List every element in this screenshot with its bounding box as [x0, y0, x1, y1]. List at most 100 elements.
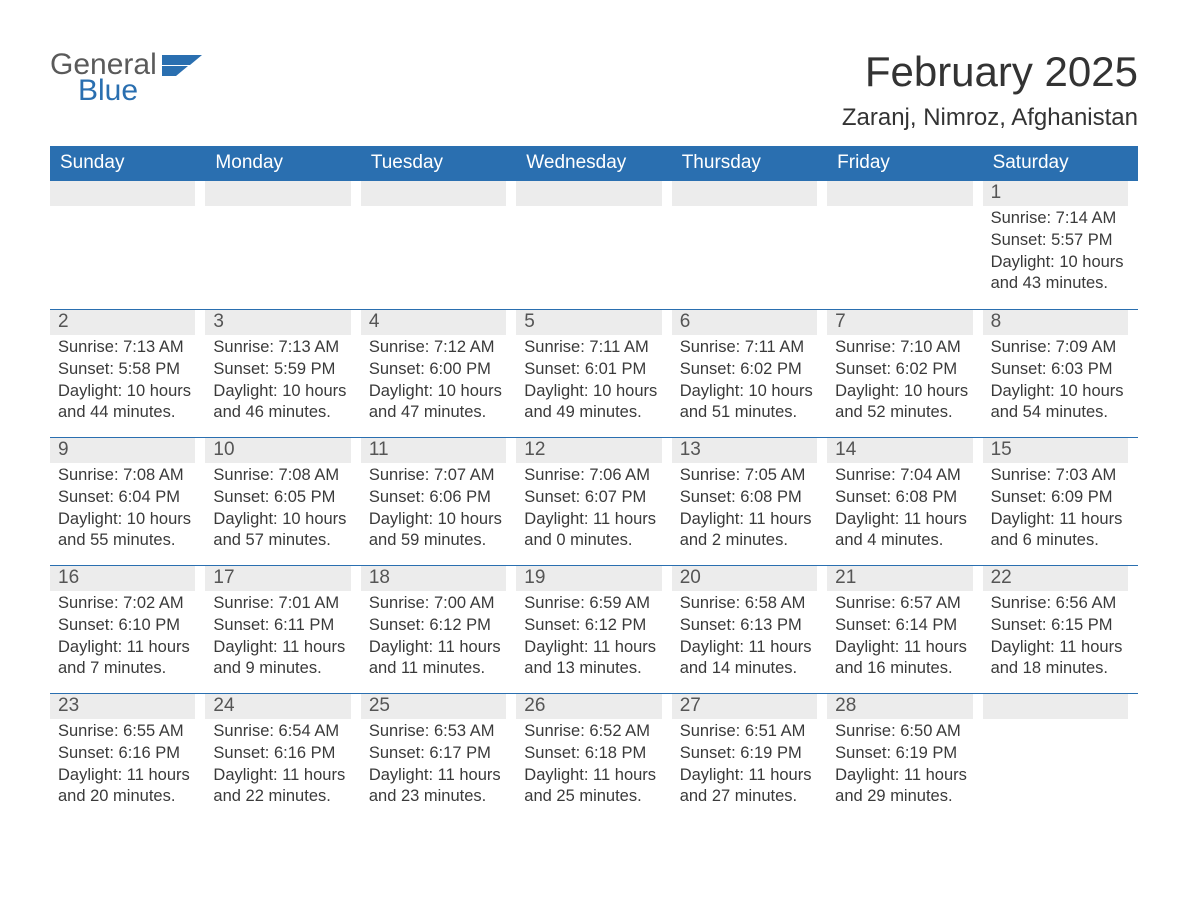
sunset-line: Sunset: 6:01 PM — [524, 359, 661, 381]
day-body: Sunrise: 7:06 AMSunset: 6:07 PMDaylight:… — [516, 465, 661, 552]
sunrise-line: Sunrise: 6:52 AM — [524, 721, 661, 743]
sunset-line: Sunset: 6:02 PM — [680, 359, 817, 381]
title-block: February 2025 Zaranj, Nimroz, Afghanista… — [842, 50, 1138, 132]
sunrise-line: Sunrise: 7:08 AM — [58, 465, 195, 487]
calendar-cell: 25Sunrise: 6:53 AMSunset: 6:17 PMDayligh… — [361, 694, 516, 821]
calendar-cell: 26Sunrise: 6:52 AMSunset: 6:18 PMDayligh… — [516, 694, 671, 821]
calendar-week: 9Sunrise: 7:08 AMSunset: 6:04 PMDaylight… — [50, 437, 1138, 565]
sunrise-line: Sunrise: 7:10 AM — [835, 337, 972, 359]
calendar-body: 1Sunrise: 7:14 AMSunset: 5:57 PMDaylight… — [50, 181, 1138, 821]
sunset-line: Sunset: 6:11 PM — [213, 615, 350, 637]
day-body: Sunrise: 6:59 AMSunset: 6:12 PMDaylight:… — [516, 593, 661, 680]
calendar-cell: 5Sunrise: 7:11 AMSunset: 6:01 PMDaylight… — [516, 310, 671, 437]
daylight-line: Daylight: 11 hours and 11 minutes. — [369, 637, 506, 681]
calendar-week: 1Sunrise: 7:14 AMSunset: 5:57 PMDaylight… — [50, 181, 1138, 309]
calendar-header-cell: Monday — [205, 146, 360, 181]
sunrise-line: Sunrise: 6:56 AM — [991, 593, 1128, 615]
calendar-cell: 14Sunrise: 7:04 AMSunset: 6:08 PMDayligh… — [827, 438, 982, 565]
daylight-line: Daylight: 11 hours and 13 minutes. — [524, 637, 661, 681]
day-number: 12 — [516, 438, 661, 463]
calendar-cell: 9Sunrise: 7:08 AMSunset: 6:04 PMDaylight… — [50, 438, 205, 565]
day-number — [516, 181, 661, 206]
day-body: Sunrise: 6:51 AMSunset: 6:19 PMDaylight:… — [672, 721, 817, 808]
daylight-line: Daylight: 10 hours and 46 minutes. — [213, 381, 350, 425]
calendar-header-cell: Tuesday — [361, 146, 516, 181]
day-number: 16 — [50, 566, 195, 591]
calendar-header-row: SundayMondayTuesdayWednesdayThursdayFrid… — [50, 146, 1138, 181]
sunrise-line: Sunrise: 6:51 AM — [680, 721, 817, 743]
day-number: 28 — [827, 694, 972, 719]
sunset-line: Sunset: 6:12 PM — [369, 615, 506, 637]
location-text: Zaranj, Nimroz, Afghanistan — [842, 104, 1138, 132]
sunset-line: Sunset: 5:59 PM — [213, 359, 350, 381]
daylight-line: Daylight: 10 hours and 54 minutes. — [991, 381, 1128, 425]
page-title: February 2025 — [842, 50, 1138, 94]
day-body: Sunrise: 7:04 AMSunset: 6:08 PMDaylight:… — [827, 465, 972, 552]
calendar-cell: 12Sunrise: 7:06 AMSunset: 6:07 PMDayligh… — [516, 438, 671, 565]
daylight-line: Daylight: 11 hours and 2 minutes. — [680, 509, 817, 553]
daylight-line: Daylight: 11 hours and 0 minutes. — [524, 509, 661, 553]
calendar-cell — [827, 181, 982, 309]
sunset-line: Sunset: 6:09 PM — [991, 487, 1128, 509]
day-number: 10 — [205, 438, 350, 463]
day-number — [983, 694, 1128, 719]
sunrise-line: Sunrise: 7:06 AM — [524, 465, 661, 487]
day-number: 5 — [516, 310, 661, 335]
day-body: Sunrise: 7:00 AMSunset: 6:12 PMDaylight:… — [361, 593, 506, 680]
calendar-cell: 4Sunrise: 7:12 AMSunset: 6:00 PMDaylight… — [361, 310, 516, 437]
daylight-line: Daylight: 11 hours and 14 minutes. — [680, 637, 817, 681]
sunset-line: Sunset: 6:05 PM — [213, 487, 350, 509]
day-number: 21 — [827, 566, 972, 591]
calendar-cell — [205, 181, 360, 309]
calendar-cell: 28Sunrise: 6:50 AMSunset: 6:19 PMDayligh… — [827, 694, 982, 821]
sunset-line: Sunset: 6:03 PM — [991, 359, 1128, 381]
day-body: Sunrise: 6:54 AMSunset: 6:16 PMDaylight:… — [205, 721, 350, 808]
day-number: 14 — [827, 438, 972, 463]
calendar-cell — [50, 181, 205, 309]
day-body: Sunrise: 7:11 AMSunset: 6:01 PMDaylight:… — [516, 337, 661, 424]
sunrise-line: Sunrise: 7:03 AM — [991, 465, 1128, 487]
sunrise-line: Sunrise: 6:53 AM — [369, 721, 506, 743]
day-body: Sunrise: 7:09 AMSunset: 6:03 PMDaylight:… — [983, 337, 1128, 424]
calendar-cell: 7Sunrise: 7:10 AMSunset: 6:02 PMDaylight… — [827, 310, 982, 437]
sunset-line: Sunset: 6:13 PM — [680, 615, 817, 637]
calendar-cell: 18Sunrise: 7:00 AMSunset: 6:12 PMDayligh… — [361, 566, 516, 693]
day-number: 3 — [205, 310, 350, 335]
day-number: 7 — [827, 310, 972, 335]
calendar-header-cell: Sunday — [50, 146, 205, 181]
sunset-line: Sunset: 6:08 PM — [835, 487, 972, 509]
sunset-line: Sunset: 6:17 PM — [369, 743, 506, 765]
day-body: Sunrise: 6:55 AMSunset: 6:16 PMDaylight:… — [50, 721, 195, 808]
daylight-line: Daylight: 11 hours and 29 minutes. — [835, 765, 972, 809]
sunrise-line: Sunrise: 6:54 AM — [213, 721, 350, 743]
day-body: Sunrise: 6:52 AMSunset: 6:18 PMDaylight:… — [516, 721, 661, 808]
sunset-line: Sunset: 6:04 PM — [58, 487, 195, 509]
calendar-cell: 23Sunrise: 6:55 AMSunset: 6:16 PMDayligh… — [50, 694, 205, 821]
day-body: Sunrise: 7:13 AMSunset: 5:58 PMDaylight:… — [50, 337, 195, 424]
day-number — [827, 181, 972, 206]
calendar-header-cell: Saturday — [983, 146, 1138, 181]
daylight-line: Daylight: 10 hours and 44 minutes. — [58, 381, 195, 425]
day-number: 15 — [983, 438, 1128, 463]
sunrise-line: Sunrise: 7:01 AM — [213, 593, 350, 615]
day-number: 17 — [205, 566, 350, 591]
sunrise-line: Sunrise: 7:08 AM — [213, 465, 350, 487]
calendar-week: 2Sunrise: 7:13 AMSunset: 5:58 PMDaylight… — [50, 309, 1138, 437]
calendar-header-cell: Friday — [827, 146, 982, 181]
sunrise-line: Sunrise: 7:14 AM — [991, 208, 1128, 230]
daylight-line: Daylight: 11 hours and 9 minutes. — [213, 637, 350, 681]
calendar-week: 23Sunrise: 6:55 AMSunset: 6:16 PMDayligh… — [50, 693, 1138, 821]
sunrise-line: Sunrise: 7:12 AM — [369, 337, 506, 359]
calendar-cell: 24Sunrise: 6:54 AMSunset: 6:16 PMDayligh… — [205, 694, 360, 821]
sunset-line: Sunset: 6:02 PM — [835, 359, 972, 381]
calendar-cell — [516, 181, 671, 309]
daylight-line: Daylight: 11 hours and 27 minutes. — [680, 765, 817, 809]
sunset-line: Sunset: 6:12 PM — [524, 615, 661, 637]
daylight-line: Daylight: 11 hours and 16 minutes. — [835, 637, 972, 681]
daylight-line: Daylight: 11 hours and 25 minutes. — [524, 765, 661, 809]
day-body: Sunrise: 6:58 AMSunset: 6:13 PMDaylight:… — [672, 593, 817, 680]
day-number: 13 — [672, 438, 817, 463]
day-number: 9 — [50, 438, 195, 463]
calendar-cell — [983, 694, 1138, 821]
daylight-line: Daylight: 11 hours and 7 minutes. — [58, 637, 195, 681]
